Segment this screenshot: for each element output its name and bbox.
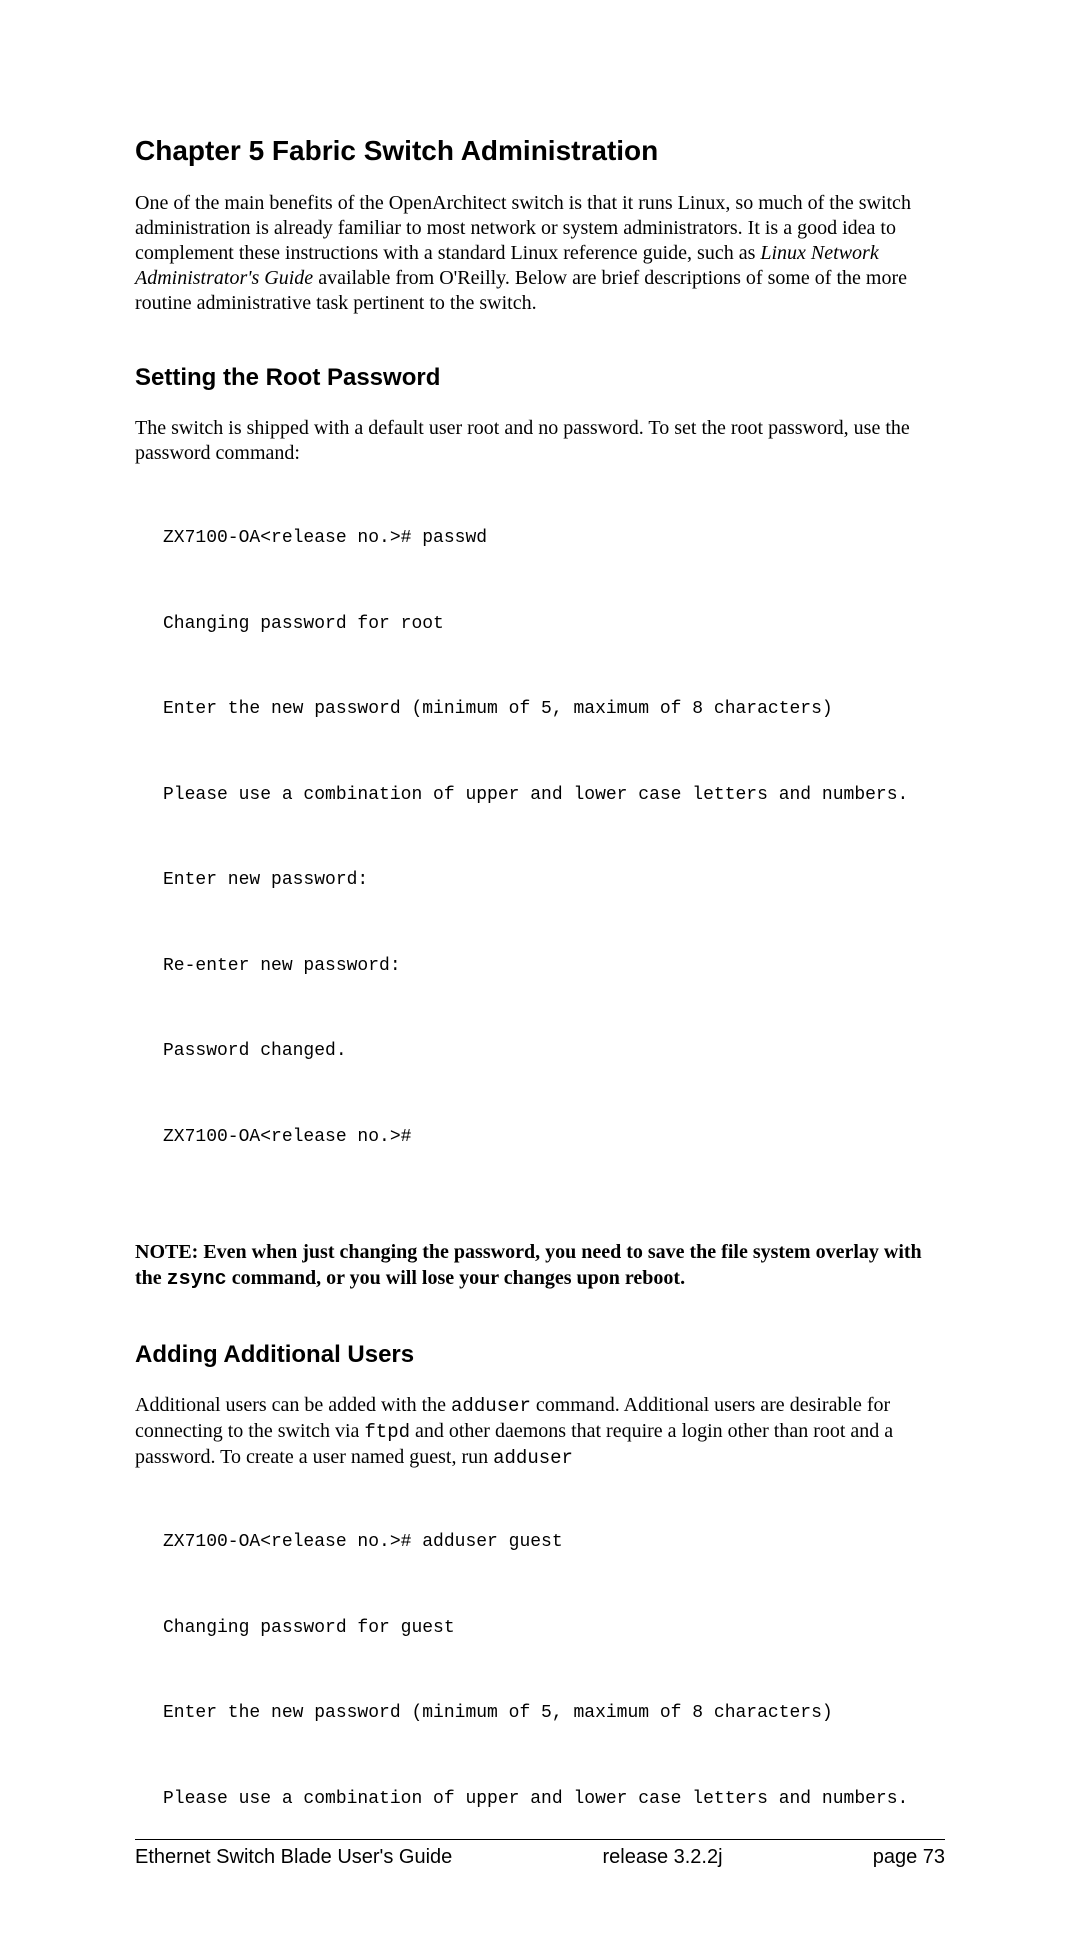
code-line: Re-enter new password: — [163, 955, 945, 978]
footer-doc-title: Ethernet Switch Blade User's Guide — [135, 1846, 452, 1869]
code-line: Please use a combination of upper and lo… — [163, 1788, 945, 1811]
note-text-2: command, or you will lose your changes u… — [227, 1267, 685, 1289]
section-title-additional-users: Adding Additional Users — [135, 1341, 945, 1369]
code-line: Enter the new password (minimum of 5, ma… — [163, 1702, 945, 1725]
code-block-adduser: ZX7100-OA<release no.># adduser guest Ch… — [163, 1486, 945, 1873]
code-line: Password changed. — [163, 1040, 945, 1063]
document-page: Chapter 5 Fabric Switch Administration O… — [0, 0, 1080, 1949]
code-line: ZX7100-OA<release no.># adduser guest — [163, 1531, 945, 1554]
code-block-passwd: ZX7100-OA<release no.># passwd Changing … — [163, 482, 945, 1211]
page-footer: Ethernet Switch Blade User's Guide relea… — [135, 1839, 945, 1869]
chapter-title: Chapter 5 Fabric Switch Administration — [135, 135, 945, 167]
inline-code-adduser: adduser — [451, 1395, 531, 1417]
code-line: Enter the new password (minimum of 5, ma… — [163, 698, 945, 721]
inline-code-ftpd: ftpd — [364, 1421, 410, 1443]
inline-code-adduser2: adduser — [493, 1447, 573, 1469]
intro-paragraph: One of the main benefits of the OpenArch… — [135, 191, 945, 316]
code-line: Changing password for guest — [163, 1617, 945, 1640]
s2-text-1: Additional users can be added with the — [135, 1394, 451, 1416]
code-line: Enter new password: — [163, 869, 945, 892]
code-line: Changing password for root — [163, 613, 945, 636]
footer-rule — [135, 1839, 945, 1840]
section1-paragraph: The switch is shipped with a default use… — [135, 416, 945, 466]
footer-row: Ethernet Switch Blade User's Guide relea… — [135, 1846, 945, 1869]
footer-release: release 3.2.2j — [602, 1846, 722, 1869]
section-title-root-password: Setting the Root Password — [135, 364, 945, 392]
code-line: ZX7100-OA<release no.># — [163, 1126, 945, 1149]
note-command: zsync — [167, 1268, 227, 1291]
section2-paragraph: Additional users can be added with the a… — [135, 1393, 945, 1470]
footer-page-number: page 73 — [873, 1846, 945, 1869]
code-line: Please use a combination of upper and lo… — [163, 784, 945, 807]
note-paragraph: NOTE: Even when just changing the passwo… — [135, 1239, 945, 1293]
code-line: ZX7100-OA<release no.># passwd — [163, 527, 945, 550]
